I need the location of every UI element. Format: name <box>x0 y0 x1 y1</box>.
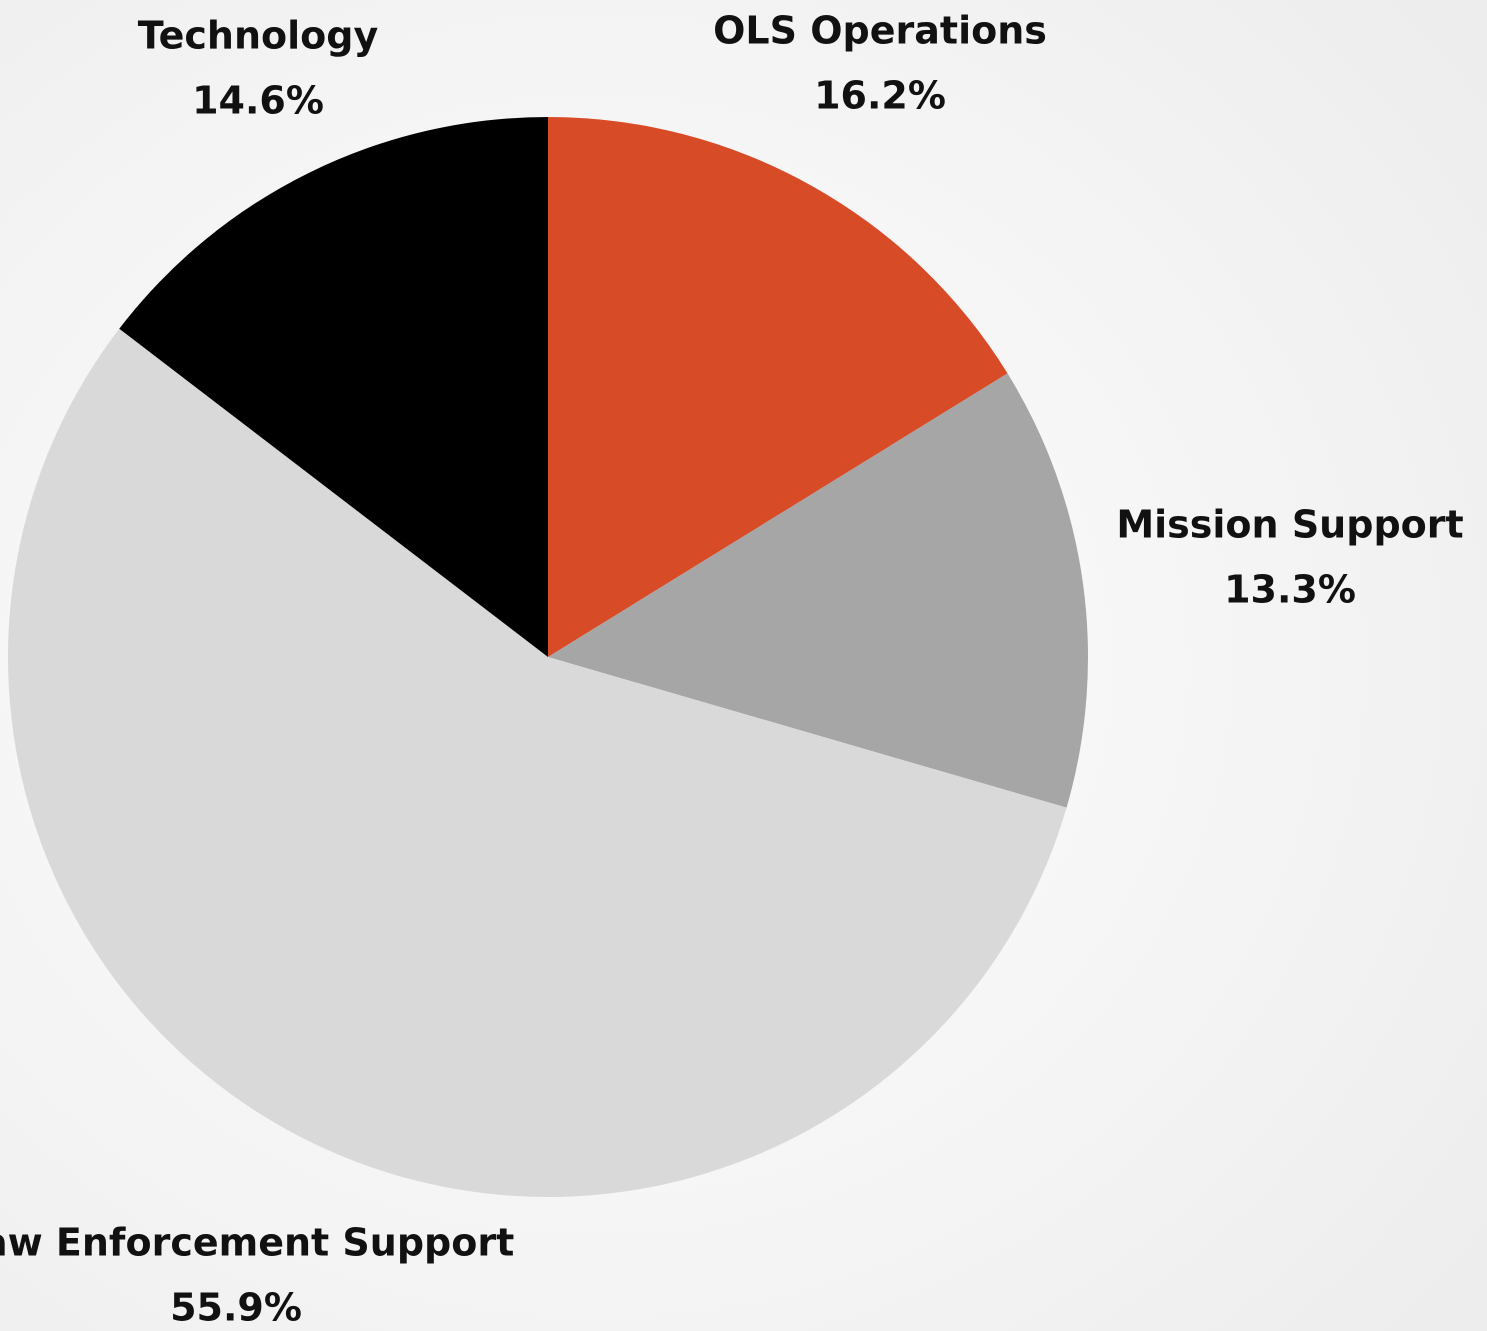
pie-slice <box>548 373 1088 808</box>
slice-label: Mission Support <box>1116 503 1463 547</box>
pie-slice <box>7 328 1067 1197</box>
slice-value: 14.6% <box>192 79 324 123</box>
slice-value: 13.3% <box>1224 568 1356 612</box>
pie-slice <box>548 117 1008 657</box>
slice-label: OLS Operations <box>713 9 1047 53</box>
slice-value: 16.2% <box>814 74 946 118</box>
pie-slice <box>119 117 549 657</box>
slice-label: Law Enforcement Support <box>0 1221 514 1265</box>
slice-label: Technology <box>138 14 379 58</box>
slice-value: 55.9% <box>170 1286 302 1330</box>
